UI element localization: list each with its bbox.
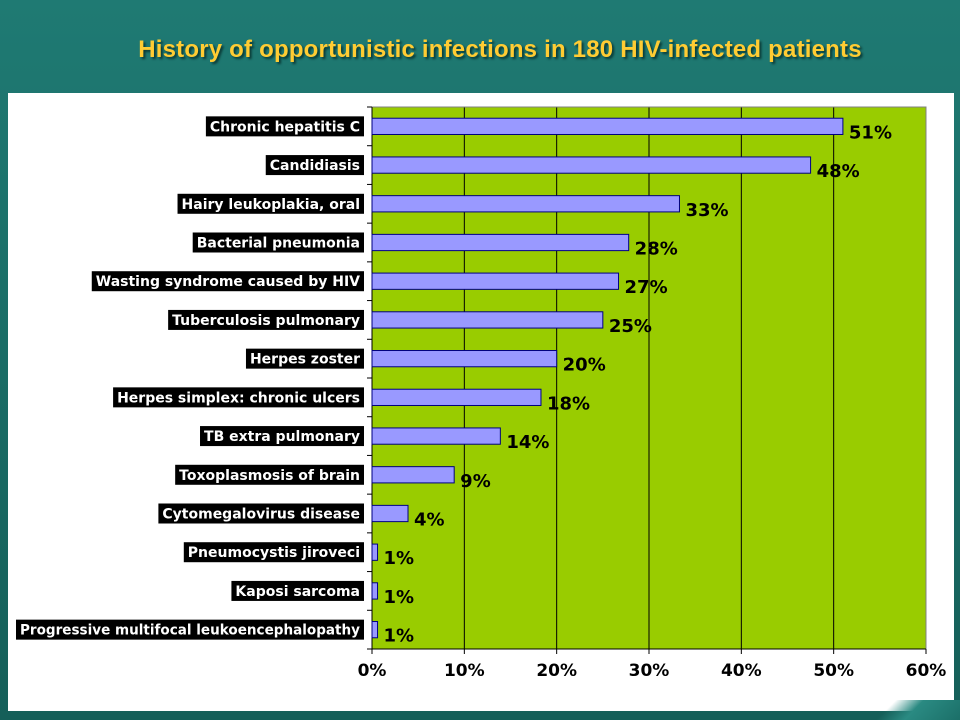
bar xyxy=(371,466,455,484)
data-label: 33% xyxy=(685,200,728,221)
x-tick-label: 60% xyxy=(906,661,947,681)
bar xyxy=(371,195,680,213)
bar-chart: 0% 10% 20% 30% 40% 50% 60% 51% Chronic hepatitis… xyxy=(16,106,947,681)
category-label: Pneumocystis jiroveci xyxy=(188,545,360,561)
bar xyxy=(371,117,844,135)
bar xyxy=(371,543,379,561)
page-title: History of opportunistic infections in 1… xyxy=(138,36,862,63)
data-label: 18% xyxy=(547,393,590,414)
x-tick-label: 20% xyxy=(536,661,577,681)
category-label: Toxoplasmosis of brain xyxy=(179,468,360,484)
category-label-box xyxy=(16,619,364,640)
x-tick-label: 30% xyxy=(629,661,670,681)
category-label: TB extra pulmonary xyxy=(204,429,360,445)
data-label: 1% xyxy=(384,587,415,608)
category-label: Herpes zoster xyxy=(250,352,360,368)
bar xyxy=(371,156,812,174)
bar xyxy=(371,388,542,406)
category-label-box xyxy=(177,193,364,214)
data-label: 4% xyxy=(414,510,445,531)
category-label-box xyxy=(175,464,364,485)
category-label-box xyxy=(245,348,364,369)
category-label: Hairy leukoplakia, oral xyxy=(182,197,360,213)
category-label: Chronic hepatitis C xyxy=(210,119,360,135)
category-label: Progressive multifocal leukoencephalopat… xyxy=(20,623,360,639)
data-label: 9% xyxy=(460,471,491,492)
data-label: 27% xyxy=(625,277,668,298)
category-label-box xyxy=(158,503,364,524)
data-label: 51% xyxy=(849,122,892,143)
bar xyxy=(371,311,604,329)
data-label: 48% xyxy=(817,161,860,182)
data-label: 1% xyxy=(384,548,415,569)
x-tick-label: 50% xyxy=(813,661,854,681)
bar xyxy=(371,504,409,523)
bar xyxy=(371,272,620,290)
corner-decoration xyxy=(840,700,960,720)
category-label-box xyxy=(200,426,364,447)
title-bar: History of opportunistic infections in 1… xyxy=(0,0,960,92)
bar xyxy=(371,233,630,252)
bar xyxy=(371,582,379,600)
category-label-box xyxy=(91,271,364,292)
category-label-box xyxy=(231,580,364,601)
x-tick-label: 10% xyxy=(444,661,485,681)
category-label: Cytomegalovirus disease xyxy=(162,507,360,523)
data-label: 14% xyxy=(506,432,549,453)
category-label-box xyxy=(113,387,364,408)
bar xyxy=(371,427,501,445)
data-label: 25% xyxy=(609,316,652,337)
data-label: 28% xyxy=(635,239,678,260)
bar xyxy=(371,621,379,639)
category-label-box xyxy=(265,155,364,176)
category-label-box xyxy=(183,542,364,563)
data-label: 20% xyxy=(563,355,606,376)
category-label-box xyxy=(168,309,364,330)
bar xyxy=(371,350,558,368)
category-label: Tuberculosis pulmonary xyxy=(172,313,360,329)
category-label: Bacterial pneumonia xyxy=(197,236,360,252)
x-tick-label: 40% xyxy=(721,661,762,681)
data-label: 1% xyxy=(384,626,415,647)
category-label: Wasting syndrome caused by HIV xyxy=(96,274,360,290)
chart-panel: 0% 10% 20% 30% 40% 50% 60% 51% Chronic hepatitis… xyxy=(8,93,954,711)
category-label: Kaposi sarcoma xyxy=(235,584,360,600)
category-label: Candidiasis xyxy=(270,158,360,174)
category-label-box xyxy=(192,232,364,253)
x-tick-label: 0% xyxy=(358,661,387,681)
category-label-box xyxy=(205,116,364,137)
category-label: Herpes simplex: chronic ulcers xyxy=(117,390,360,406)
